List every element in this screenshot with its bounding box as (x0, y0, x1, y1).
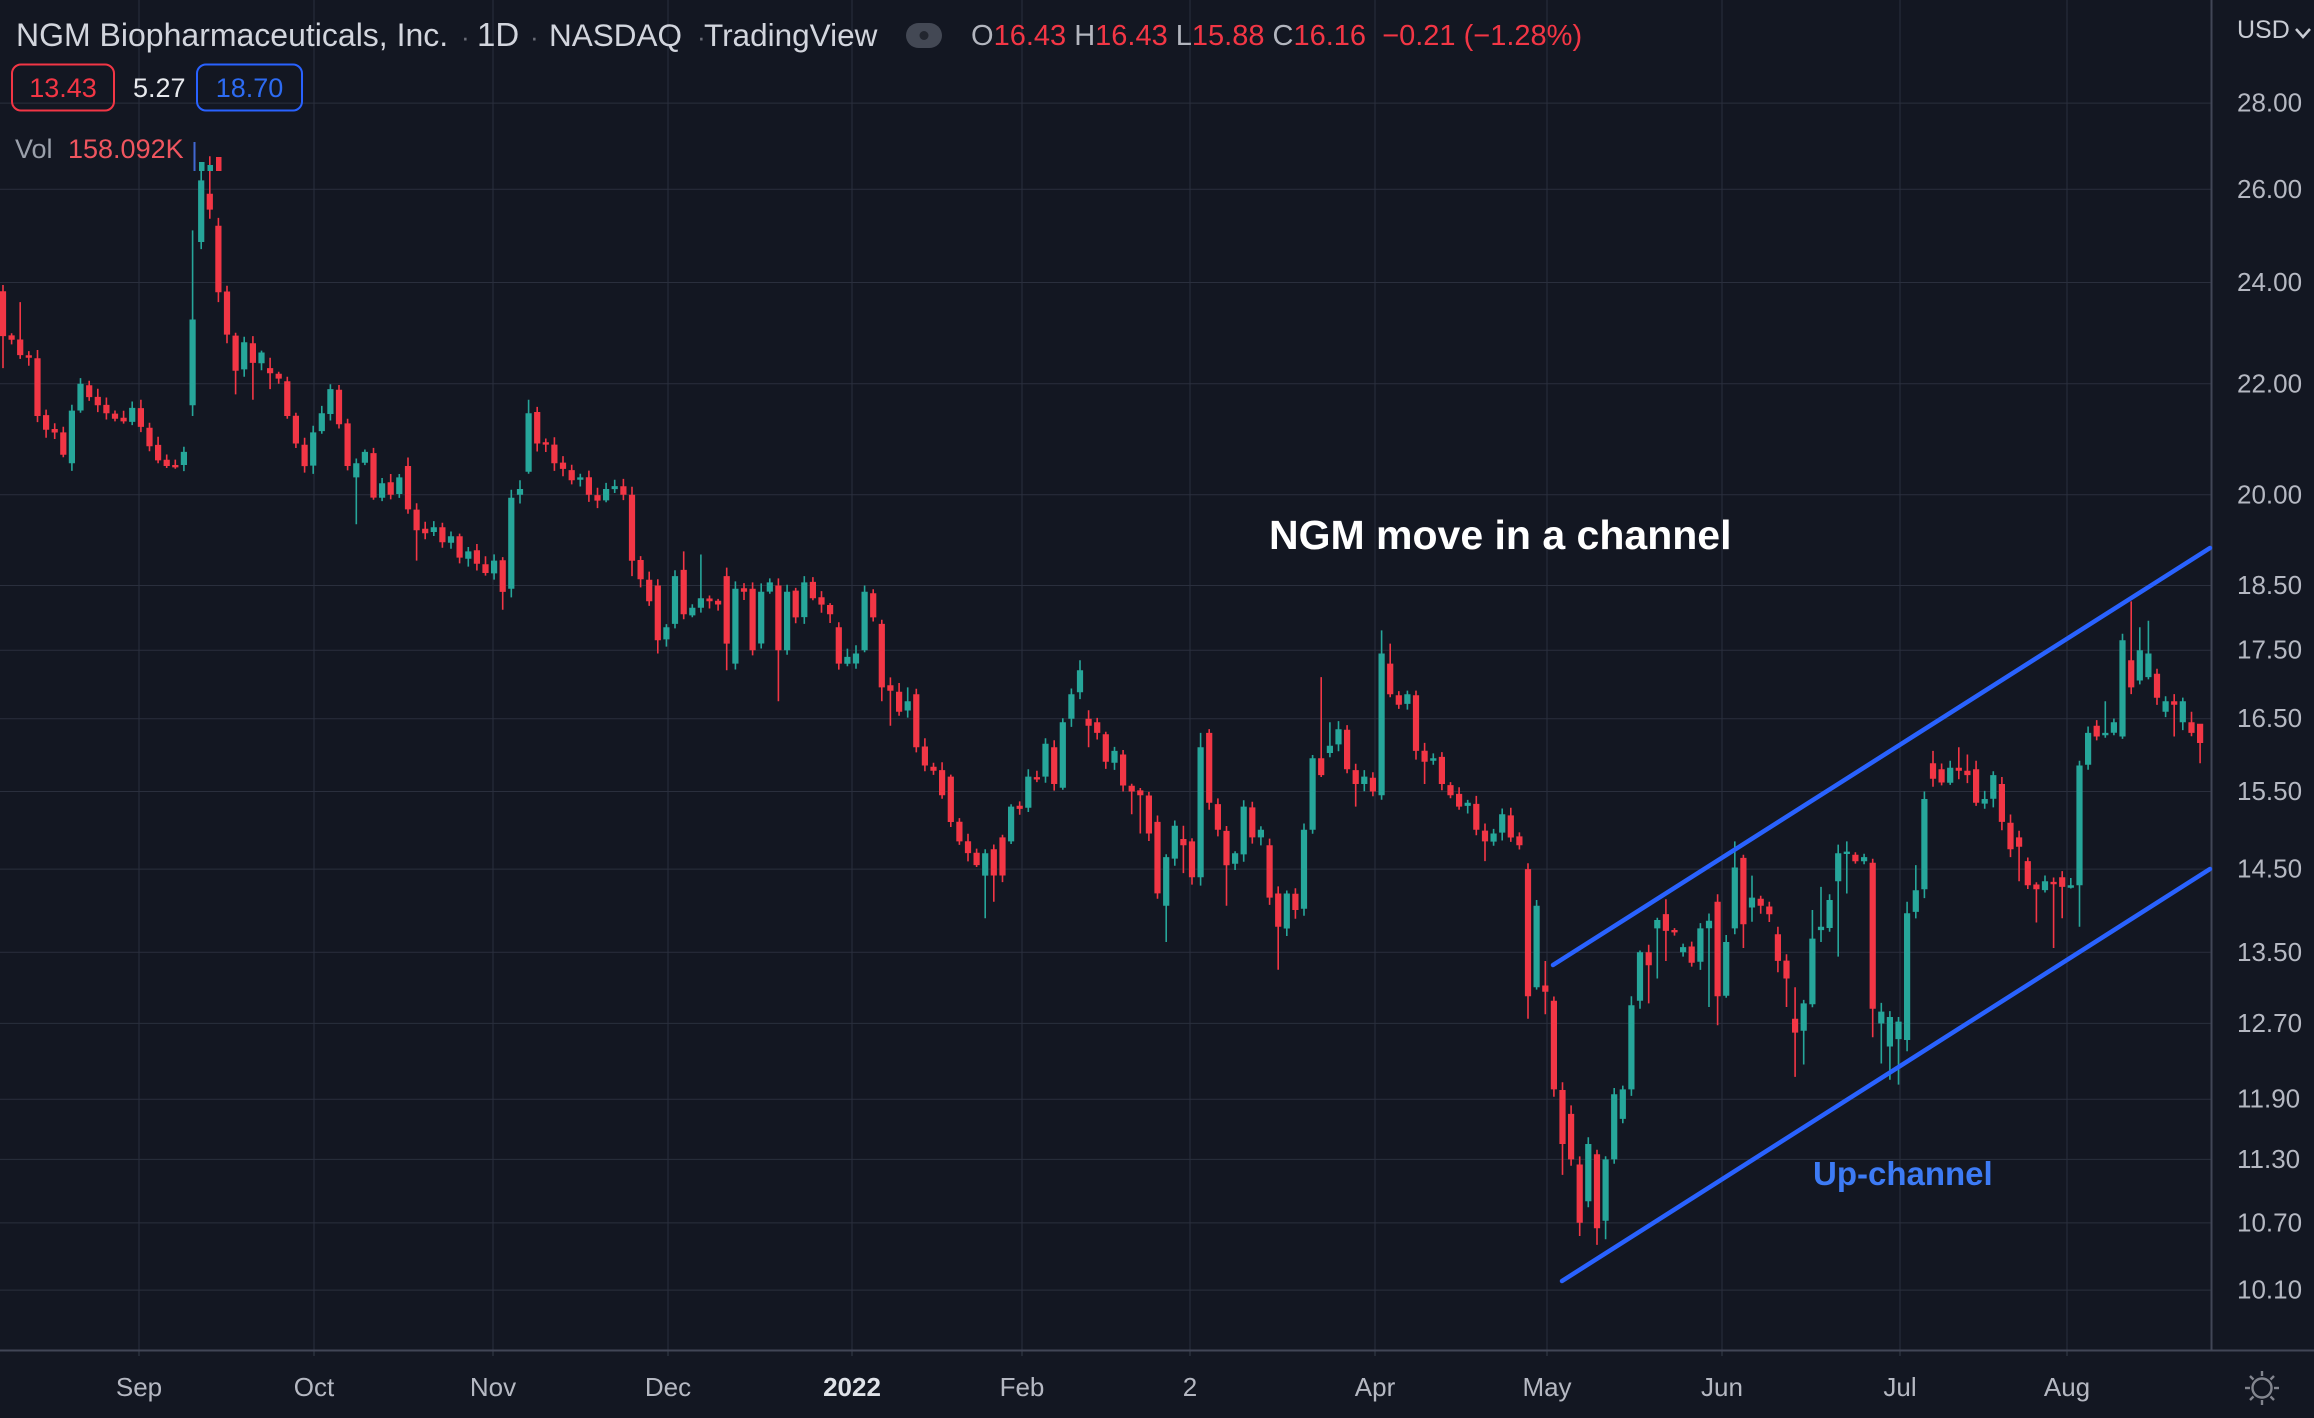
svg-text:NASDAQ: NASDAQ (549, 17, 682, 53)
svg-text:USD: USD (2237, 16, 2290, 44)
svg-text:Nov: Nov (470, 1372, 516, 1402)
svg-text:10.10: 10.10 (2237, 1275, 2302, 1305)
svg-text:24.00: 24.00 (2237, 267, 2302, 297)
svg-text:2022: 2022 (823, 1372, 881, 1402)
svg-text:NGM Biopharmaceuticals, Inc.: NGM Biopharmaceuticals, Inc. (16, 17, 448, 53)
svg-text:Jul: Jul (1883, 1372, 1916, 1402)
svg-text:15.50: 15.50 (2237, 776, 2302, 806)
svg-text:May: May (1522, 1372, 1571, 1402)
svg-text:Feb: Feb (1000, 1372, 1045, 1402)
svg-text:·: · (530, 22, 539, 52)
svg-text:1D: 1D (477, 16, 519, 53)
svg-text:17.50: 17.50 (2237, 635, 2302, 665)
svg-text:20.00: 20.00 (2237, 479, 2302, 509)
svg-text:22.00: 22.00 (2237, 368, 2302, 398)
svg-text:2: 2 (1183, 1372, 1197, 1402)
svg-text:Oct: Oct (294, 1372, 335, 1402)
svg-text:NGM move in a channel: NGM move in a channel (1269, 512, 1732, 558)
svg-text:Sep: Sep (116, 1372, 162, 1402)
svg-text:5.27: 5.27 (133, 73, 186, 103)
svg-text:TradingView: TradingView (704, 17, 878, 53)
svg-text:18.70: 18.70 (216, 73, 284, 103)
svg-text:13.50: 13.50 (2237, 937, 2302, 967)
svg-text:26.00: 26.00 (2237, 174, 2302, 204)
svg-text:10.70: 10.70 (2237, 1207, 2302, 1237)
svg-text:16.50: 16.50 (2237, 703, 2302, 733)
svg-text:O16.43 H16.43 L15.88 C16.16 −: O16.43 H16.43 L15.88 C16.16 −0.21 (−1.28… (971, 20, 1582, 52)
svg-text:11.30: 11.30 (2237, 1144, 2300, 1174)
svg-text:12.70: 12.70 (2237, 1008, 2302, 1038)
svg-text:13.43: 13.43 (29, 73, 97, 103)
svg-text:11.90: 11.90 (2237, 1084, 2300, 1114)
svg-text:Vol: Vol (15, 134, 53, 164)
svg-text:Up-channel: Up-channel (1813, 1155, 1993, 1192)
svg-text:Aug: Aug (2044, 1372, 2090, 1402)
svg-text:·: · (697, 22, 706, 52)
svg-text:18.50: 18.50 (2237, 570, 2302, 600)
svg-text:Jun: Jun (1701, 1372, 1743, 1402)
svg-text:Apr: Apr (1355, 1372, 1396, 1402)
svg-text:14.50: 14.50 (2237, 854, 2302, 884)
svg-text:158.092K: 158.092K (68, 134, 184, 164)
svg-text:28.00: 28.00 (2237, 88, 2302, 118)
svg-text:·: · (461, 22, 470, 52)
svg-text:Dec: Dec (645, 1372, 691, 1402)
